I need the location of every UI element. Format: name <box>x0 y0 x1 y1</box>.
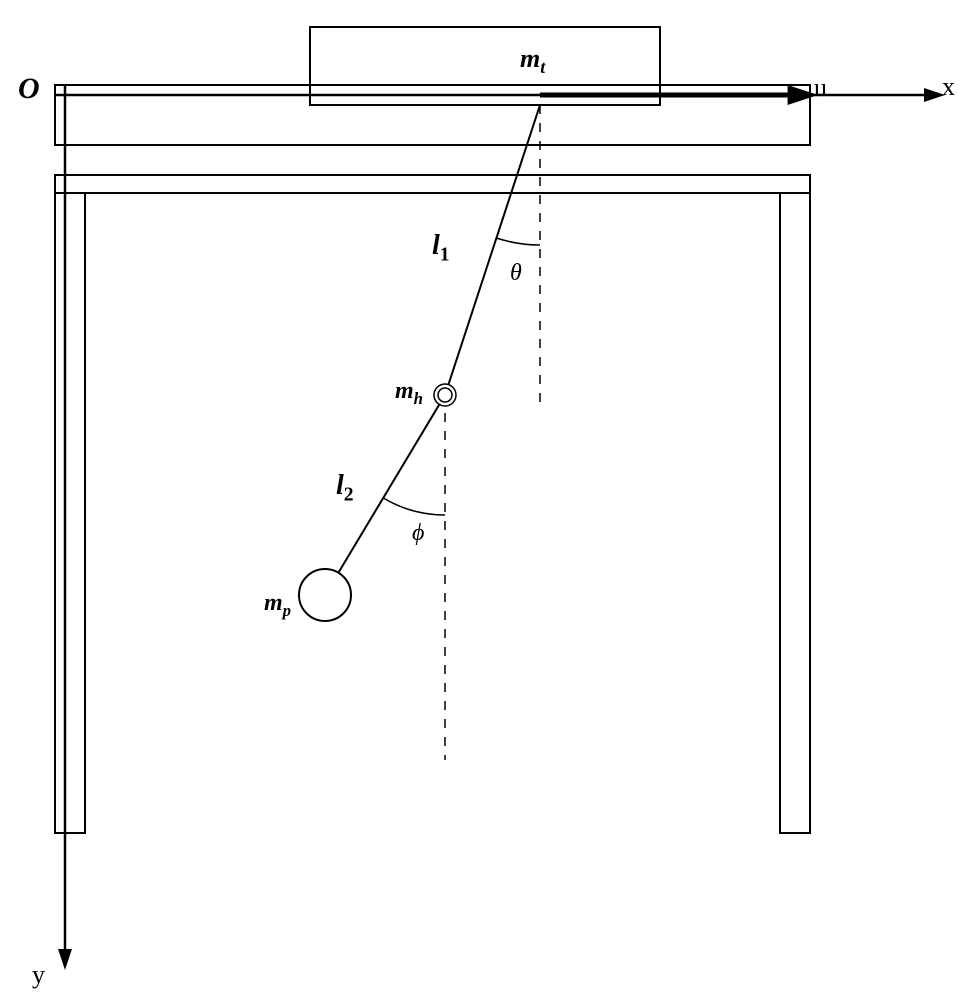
label-origin: O <box>18 72 40 106</box>
label-u: u <box>814 73 827 103</box>
crane-pendulum-diagram <box>0 0 974 1000</box>
label-y: y <box>32 960 45 990</box>
label-x: x <box>942 72 955 102</box>
label-l1: l1 <box>432 230 450 267</box>
label-mp: mp <box>264 590 291 621</box>
label-theta: θ <box>510 260 522 287</box>
label-mh: mh <box>395 378 423 409</box>
label-l2: l2 <box>336 470 354 507</box>
label-phi: ϕ <box>412 520 424 547</box>
label-mt: mt <box>520 44 545 78</box>
